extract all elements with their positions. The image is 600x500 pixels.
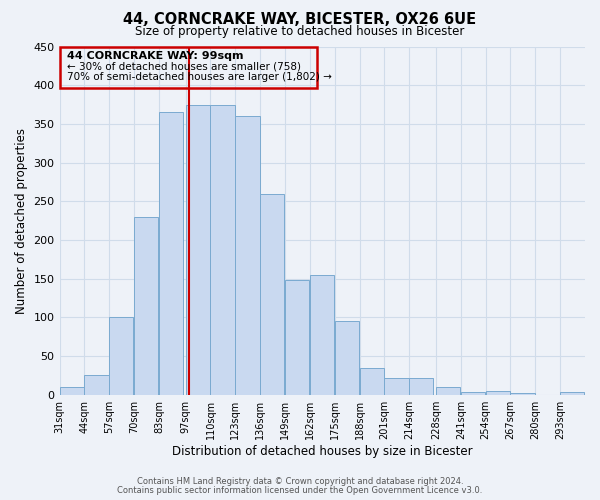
Text: 44 CORNCRAKE WAY: 99sqm: 44 CORNCRAKE WAY: 99sqm <box>67 51 244 61</box>
Bar <box>335 321 359 394</box>
Bar <box>159 112 183 394</box>
Text: Size of property relative to detached houses in Bicester: Size of property relative to detached ho… <box>136 25 464 38</box>
Text: 70% of semi-detached houses are larger (1,802) →: 70% of semi-detached houses are larger (… <box>67 72 332 82</box>
Bar <box>285 280 309 394</box>
Y-axis label: Number of detached properties: Number of detached properties <box>15 128 28 314</box>
Bar <box>59 387 84 394</box>
Bar <box>211 104 235 395</box>
Bar <box>260 194 284 394</box>
Bar <box>436 387 460 394</box>
X-axis label: Distribution of detached houses by size in Bicester: Distribution of detached houses by size … <box>172 444 473 458</box>
Bar <box>134 216 158 394</box>
Bar <box>235 116 260 394</box>
Bar <box>85 376 109 394</box>
Text: 44, CORNCRAKE WAY, BICESTER, OX26 6UE: 44, CORNCRAKE WAY, BICESTER, OX26 6UE <box>124 12 476 28</box>
Text: Contains public sector information licensed under the Open Government Licence v3: Contains public sector information licen… <box>118 486 482 495</box>
Bar <box>385 378 409 394</box>
Bar <box>511 393 535 394</box>
Bar <box>185 104 210 395</box>
Text: ← 30% of detached houses are smaller (758): ← 30% of detached houses are smaller (75… <box>67 62 301 72</box>
Bar <box>461 392 485 394</box>
Bar <box>109 318 133 394</box>
Text: Contains HM Land Registry data © Crown copyright and database right 2024.: Contains HM Land Registry data © Crown c… <box>137 477 463 486</box>
Bar <box>485 391 510 394</box>
Bar <box>310 275 334 394</box>
Bar <box>59 48 317 88</box>
Bar <box>560 392 584 394</box>
Bar <box>409 378 433 394</box>
Bar <box>359 368 384 394</box>
